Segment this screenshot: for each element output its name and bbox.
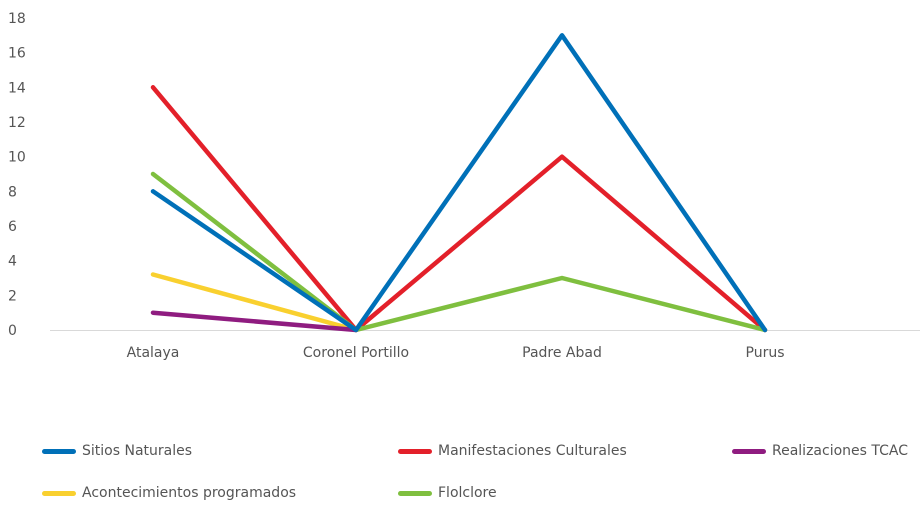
y-tick-label: 10 (8, 150, 26, 166)
series-line-4 (150, 272, 359, 333)
y-tick-label: 14 (8, 80, 26, 96)
y-tick-label: 16 (8, 46, 26, 62)
x-tick-label: Atalaya (127, 345, 180, 361)
y-tick-label: 2 (8, 288, 17, 304)
y-tick-label: 12 (8, 115, 26, 131)
series-lines (150, 33, 768, 333)
y-tick-label: 6 (8, 219, 17, 235)
series-line-1 (150, 33, 768, 333)
series-line-5 (150, 171, 768, 333)
x-tick-label: Padre Abad (522, 345, 602, 361)
series-line-3 (150, 310, 359, 333)
x-axis-ticks: Atalaya Coronel Portillo Padre Abad Purus (127, 345, 785, 361)
y-tick-label: 8 (8, 184, 17, 200)
y-axis-ticks: 0 2 4 6 8 10 12 14 16 18 (8, 11, 26, 339)
x-tick-label: Coronel Portillo (303, 345, 409, 361)
y-tick-label: 4 (8, 254, 17, 270)
series-line-2 (150, 85, 768, 333)
y-tick-label: 0 (8, 323, 17, 339)
y-tick-label: 18 (8, 11, 26, 27)
x-tick-label: Purus (746, 345, 785, 361)
